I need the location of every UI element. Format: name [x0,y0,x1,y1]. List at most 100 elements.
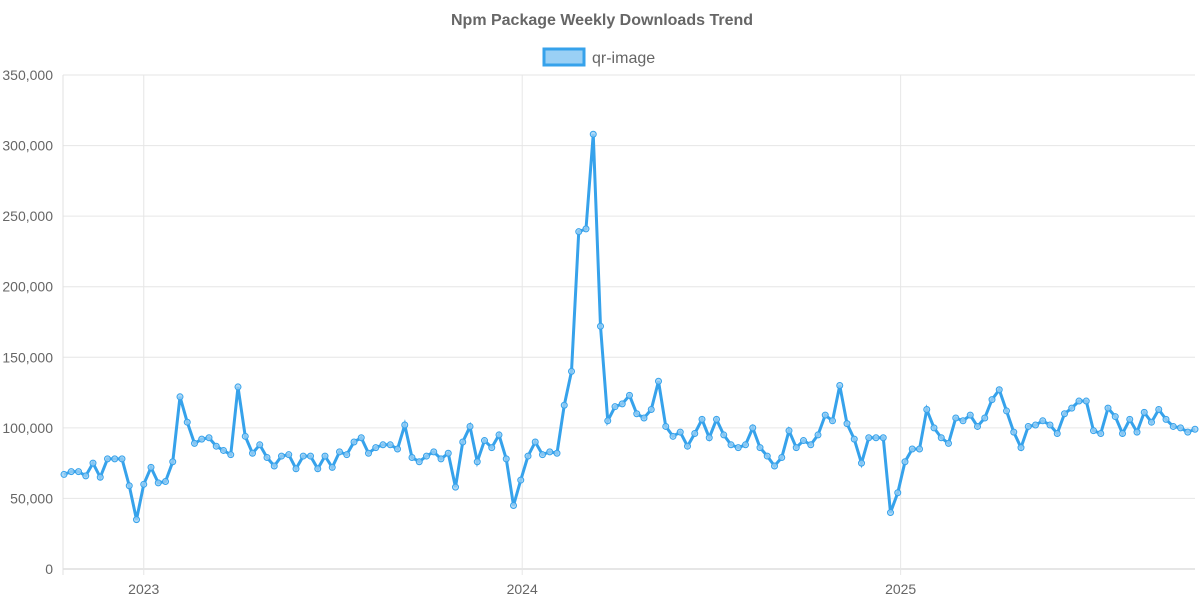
data-point [916,445,923,453]
data-point [843,420,851,428]
data-point [952,414,960,422]
data-point [705,434,713,442]
data-point [814,431,822,439]
data-point [1017,444,1025,452]
data-point [1039,417,1047,425]
x-tick-label: 2025 [885,581,916,597]
data-point [1053,430,1061,438]
data-point [633,410,641,418]
data-point [452,483,459,491]
data-point [872,434,880,442]
series-qr-image [60,130,1199,524]
grid [62,74,1195,575]
data-point [256,441,264,449]
data-point [959,417,967,425]
data-point [937,434,945,442]
y-tick-label: 150,000 [2,349,53,365]
data-point [1133,428,1141,436]
data-point [517,476,525,484]
data-point [589,130,597,138]
data-point [1104,404,1112,412]
data-point [227,451,235,459]
data-point [234,383,242,391]
data-point [263,453,271,461]
series-line [63,134,1196,520]
data-point [350,438,358,446]
y-axis: 0 50,000 100,000 150,000 200,000 250,000 300,0… [2,67,53,577]
data-point [118,455,126,463]
data-point [154,479,162,487]
y-tick-label: 350,000 [2,67,53,83]
data-point [945,439,952,447]
data-point [1148,418,1155,426]
data-point [488,444,496,452]
data-point [930,424,938,432]
data-point [792,444,800,452]
data-point [1177,424,1184,432]
data-point [133,516,140,524]
data-point [1003,407,1010,415]
data-point [669,432,677,440]
data-point [575,228,583,236]
data-point [698,415,706,423]
data-point [241,432,249,440]
data-point [684,442,691,450]
data-point [394,445,401,453]
data-point [1082,397,1090,405]
data-point [640,414,648,422]
data-point [473,458,481,466]
data-point [560,401,568,409]
data-point [459,438,467,446]
data-point [357,434,365,442]
data-point [568,367,575,375]
data-point [307,452,314,460]
x-axis: 2023 2024 2025 [128,581,916,597]
data-point [104,455,111,463]
y-tick-label: 50,000 [10,490,53,506]
data-point [408,453,416,461]
data-point [1169,422,1177,430]
data-point [524,452,532,460]
data-point [1184,428,1192,436]
data-point [655,377,662,385]
data-point [191,439,198,447]
data-point [894,489,902,497]
data-point [96,473,104,481]
data-point [502,455,510,463]
data-point [829,417,836,425]
data-point [212,442,220,450]
data-point [923,406,931,414]
data-point [966,411,974,419]
legend-label: qr-image [592,50,655,67]
data-point [67,468,75,476]
data-point [1075,397,1083,405]
data-point [908,445,916,453]
data-point [742,441,749,449]
data-point [647,406,655,414]
data-point [415,458,423,466]
data-point [676,428,684,436]
data-point [125,482,133,490]
data-point [763,452,771,460]
data-point [597,322,604,330]
legend[interactable]: qr-image [542,47,655,67]
data-point [140,480,148,488]
data-point [1162,415,1170,423]
data-point [249,449,256,457]
legend-swatch [542,47,586,67]
data-point [800,437,807,445]
data-point [1155,406,1163,414]
data-point [749,424,757,432]
data-point [379,441,387,449]
y-tick-label: 200,000 [2,279,53,295]
data-point [1119,430,1126,438]
data-point [183,418,191,426]
data-point [821,411,829,419]
data-point [285,451,293,459]
data-point [771,462,778,470]
data-point [778,453,786,461]
data-point [386,441,394,449]
data-point [314,465,322,473]
data-point [1046,421,1054,429]
data-point [1061,410,1068,418]
